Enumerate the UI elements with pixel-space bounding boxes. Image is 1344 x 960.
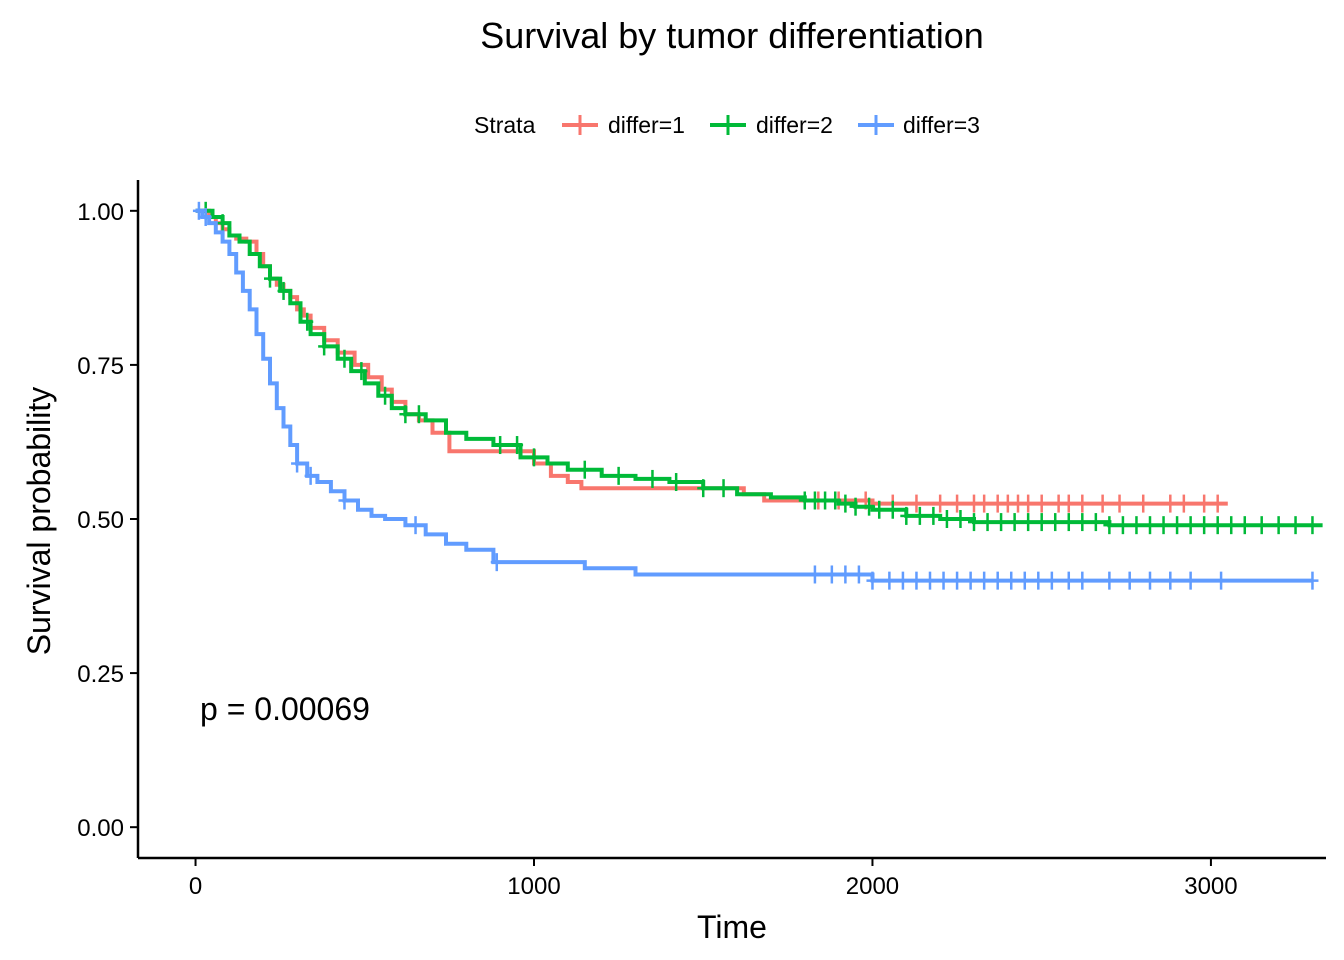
survival-curve-line [195, 208, 1323, 528]
legend-title: Strata [474, 112, 536, 138]
y-tick-label: 0.75 [77, 353, 124, 380]
legend-item-differ-3: differ=3 [858, 112, 980, 138]
legend-item-differ-2: differ=2 [710, 112, 833, 138]
y-axis-title: Survival probability [21, 387, 57, 656]
y-tick-label: 0.50 [77, 507, 124, 534]
chart-title: Survival by tumor differentiation [480, 15, 984, 56]
p-value-annotation: p = 0.00069 [200, 691, 370, 727]
y-tick-label: 1.00 [77, 199, 124, 226]
legend-label-differ-1: differ=1 [608, 112, 685, 138]
series-differ-3 [192, 201, 1319, 590]
legend-label-differ-2: differ=2 [756, 112, 833, 138]
x-tick-label: 1000 [507, 873, 560, 900]
x-axis-title: Time [697, 909, 767, 945]
legend-label-differ-3: differ=3 [903, 112, 980, 138]
y-tick-label: 0.00 [77, 815, 124, 842]
survival-curves [192, 201, 1323, 590]
legend-item-differ-1: differ=1 [562, 112, 685, 138]
x-tick-label: 3000 [1184, 873, 1237, 900]
y-axis: 0.00 0.25 0.50 0.75 1.00 [77, 180, 140, 858]
x-axis: 0 1000 2000 3000 [138, 856, 1326, 900]
y-tick-label: 0.25 [77, 661, 124, 688]
series-differ-2 [195, 201, 1323, 535]
x-tick-label: 2000 [846, 873, 899, 900]
x-tick-label: 0 [189, 873, 202, 900]
legend: Strata differ=1 differ=2 differ=3 [474, 112, 980, 138]
